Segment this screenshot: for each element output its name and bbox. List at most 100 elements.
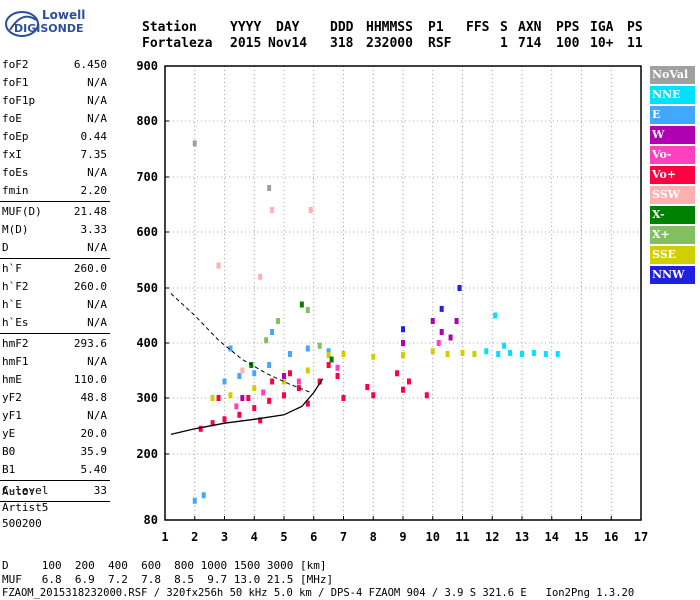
data-point-w <box>448 334 453 341</box>
param-value: 21.48 <box>73 205 107 218</box>
y-tick-label: 600 <box>136 225 158 239</box>
param-name: hmF1 <box>2 355 29 368</box>
data-point-vo-minus <box>234 403 239 410</box>
x-tick-label: 5 <box>280 530 287 544</box>
y-tick-label: 200 <box>136 447 158 461</box>
data-point-e <box>201 492 206 499</box>
param-value: 260.0 <box>73 262 107 275</box>
param-name: h`Es <box>2 316 29 329</box>
data-point-vo-minusplus <box>216 395 221 401</box>
data-point-vo-minus <box>436 340 441 346</box>
header-value-3: 318 <box>330 36 354 51</box>
param-row: yE 20.0 <box>0 425 110 443</box>
data-point-noval <box>267 185 272 191</box>
param-row: hmE 110.0 <box>0 371 110 389</box>
legend-item-e: E <box>650 106 695 124</box>
data-point-vo-minusplus <box>326 362 331 368</box>
param-row: h`E N/A <box>0 296 110 314</box>
data-point-vo-minusplus <box>317 378 322 385</box>
param-separator <box>0 501 110 502</box>
header-value-6: 1 <box>500 36 508 51</box>
data-point-vo-minusplus <box>296 385 301 392</box>
data-point-vo-minusplus <box>267 397 272 404</box>
legend-item-sse: SSE <box>650 246 695 264</box>
data-point-sse <box>341 351 346 357</box>
chart-points <box>192 140 560 504</box>
x-tick-label: 17 <box>634 530 648 544</box>
data-point-w <box>401 340 405 346</box>
data-point-vo-minusplus <box>287 370 292 377</box>
legend-item-vo-minus: Vo- <box>650 146 695 164</box>
y-tick-label: 800 <box>136 114 158 128</box>
header-label-5: P1 <box>428 20 444 35</box>
data-point-e <box>252 370 257 377</box>
data-point-vo-minusplus <box>341 395 346 401</box>
data-point-vo-minusplus <box>198 425 203 432</box>
data-point-sse <box>252 385 257 392</box>
data-point-vo-minusplus <box>258 417 263 424</box>
param-name: M(D) <box>2 223 29 236</box>
param-row: foEs N/A <box>0 164 110 182</box>
data-point-sse <box>472 351 477 357</box>
auto-program: Artist5 <box>2 501 49 514</box>
param-row: B0 35.9 <box>0 443 110 461</box>
data-point-ssw <box>240 367 245 374</box>
param-value: 7.35 <box>80 148 108 161</box>
param-name: h`E <box>2 298 22 311</box>
legend-item-nne: NNE <box>650 86 695 104</box>
param-name: foE <box>2 112 22 125</box>
data-point-nne <box>508 349 513 356</box>
legend-item-x-plus: X+ <box>650 226 695 244</box>
param-name: foF1 <box>2 76 29 89</box>
data-point-x-minusplus <box>305 307 310 313</box>
data-point-sse <box>430 348 435 355</box>
x-tick-label: 6 <box>310 530 317 544</box>
footer-info: FZAOM_2015318232000.RSF / 320fx256h 50 k… <box>2 587 635 599</box>
data-point-sse <box>210 395 215 401</box>
param-value: 3.33 <box>80 223 108 236</box>
header-value-1: 2015 <box>230 36 262 51</box>
x-tick-label: 4 <box>251 530 258 544</box>
data-point-w <box>240 395 245 401</box>
header-value-9: 10+ <box>590 36 614 51</box>
x-tick-label: 1 <box>161 530 168 544</box>
x-tick-label: 7 <box>340 530 347 544</box>
param-name: hmF2 <box>2 337 29 350</box>
header-value-0: Fortaleza <box>142 36 213 51</box>
polarization-legend: NoVal NNE E W Vo- Vo+ SSW X- X+ SSE NNW <box>650 66 695 286</box>
data-point-vo-minusplus <box>424 392 429 399</box>
param-name: h`F2 <box>2 280 29 293</box>
data-point-e <box>305 345 310 352</box>
parameter-list: foF2 6.450 foF1 N/A foF1p N/A foE N/A foEp 0.44 fx… <box>0 56 110 503</box>
data-point-nne <box>496 351 501 357</box>
x-tick-label: 14 <box>545 530 559 544</box>
param-value: 33 <box>93 484 107 497</box>
trace-fit-curve <box>170 378 324 436</box>
param-value: N/A <box>87 316 107 329</box>
legend-item-noval: NoVal <box>650 66 695 84</box>
param-name: C-level <box>2 484 49 497</box>
data-point-nne <box>555 351 560 357</box>
x-tick-label: 9 <box>399 530 406 544</box>
data-point-nnw <box>401 326 405 333</box>
data-point-vo-minus <box>261 389 266 396</box>
param-row: hmF1 N/A <box>0 353 110 371</box>
header-label-10: IGA <box>590 20 614 35</box>
autoscaling-info: Auto: Artist5 500200 <box>2 484 48 532</box>
data-point-vo-minusplus <box>395 370 400 377</box>
data-point-e <box>326 348 331 355</box>
param-value: 20.0 <box>80 427 108 440</box>
param-name: foEs <box>2 166 29 179</box>
param-name: foF1p <box>2 94 36 107</box>
param-name: MUF(D) <box>2 205 42 218</box>
distance-row: D 100 200 400 600 800 1000 1500 3000 [km… <box>2 559 327 572</box>
y-tick-label: 900 <box>136 59 158 73</box>
param-name: h`F <box>2 262 22 275</box>
header-value-7: 714 <box>518 36 542 51</box>
data-point-vo-minusplus <box>237 411 242 418</box>
data-point-e <box>222 378 227 385</box>
header-label-7: S <box>500 20 508 35</box>
param-row: yF2 48.8 <box>0 389 110 407</box>
auto-label: Auto: <box>2 485 36 498</box>
